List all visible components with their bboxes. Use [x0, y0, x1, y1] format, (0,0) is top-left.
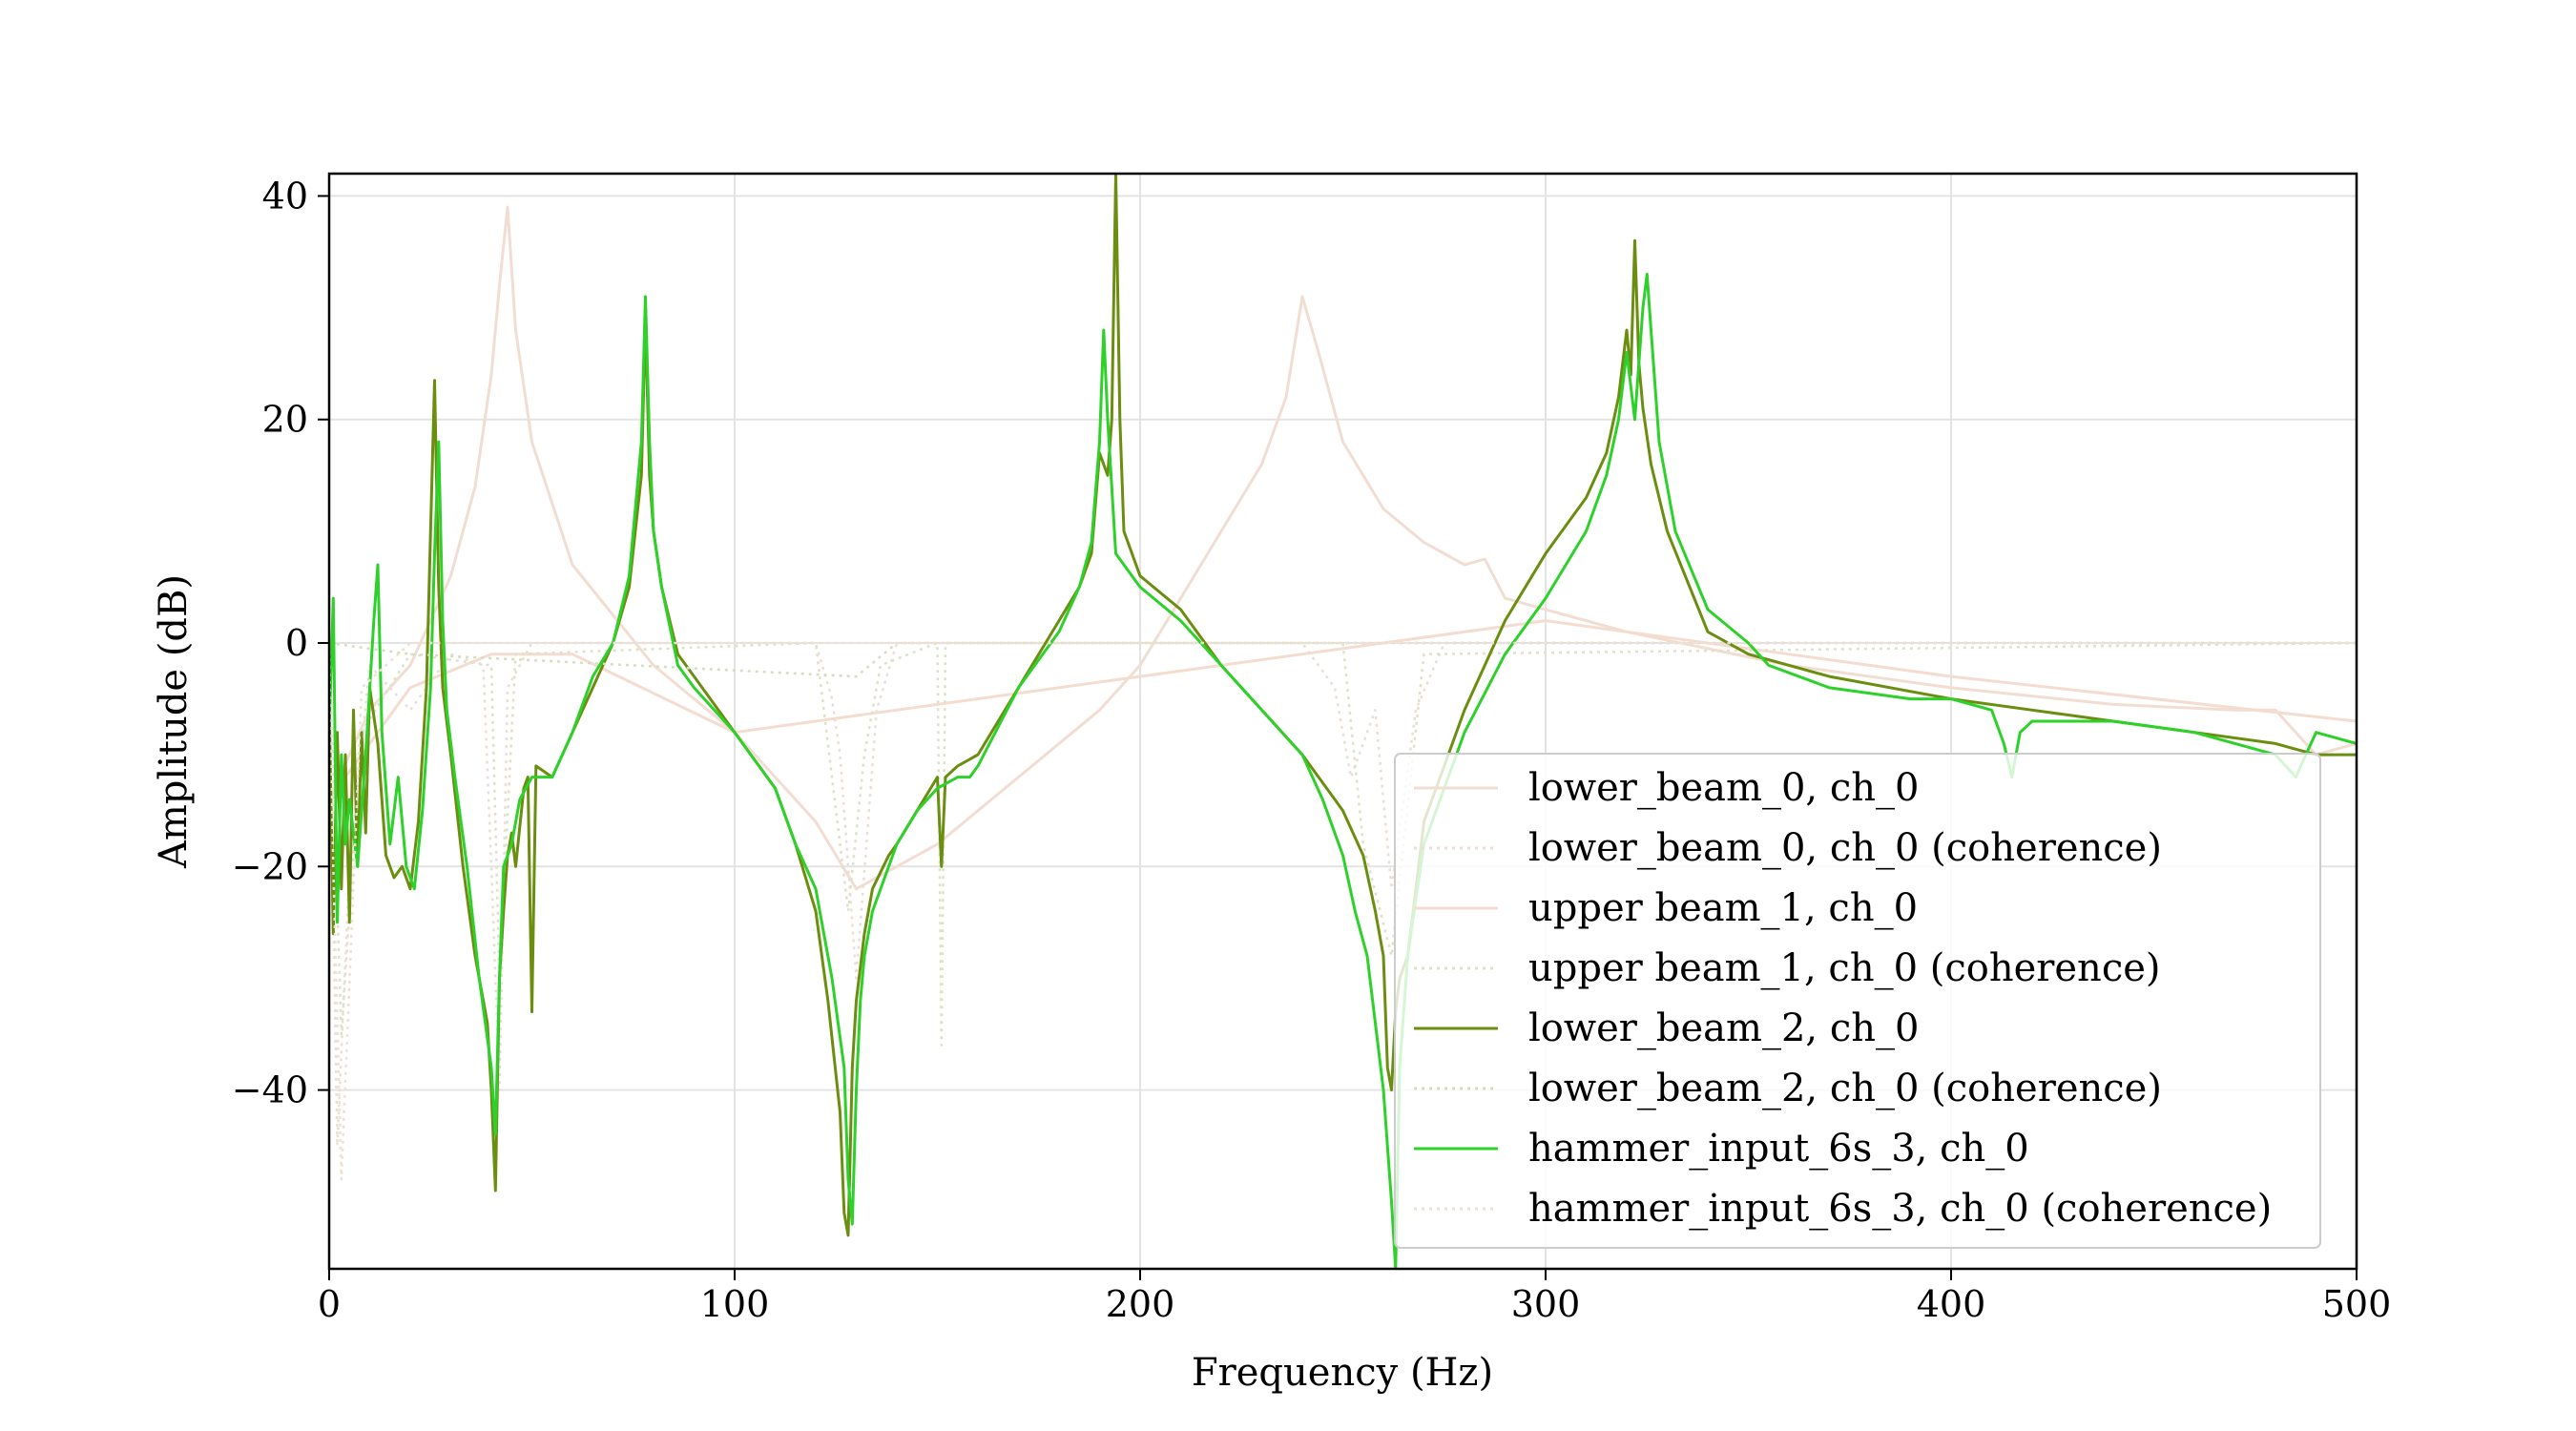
- series-layer: [329, 174, 2357, 1269]
- legend-label: upper beam_1, ch_0 (coherence): [1528, 946, 2161, 990]
- legend-label: upper beam_1, ch_0: [1528, 886, 1918, 930]
- legend-box: [1394, 753, 2321, 1249]
- x-tick-label: 500: [2322, 1283, 2392, 1325]
- y-tick-label: 20: [262, 399, 308, 441]
- y-tick-label: −20: [232, 845, 308, 887]
- legend-label: hammer_input_6s_3, ch_0: [1528, 1127, 2029, 1171]
- legend-label: lower_beam_2, ch_0 (coherence): [1528, 1067, 2162, 1110]
- x-tick-label: 0: [318, 1283, 341, 1325]
- series-line-6: [329, 272, 2357, 1269]
- legend-label: lower_beam_0, ch_0: [1528, 766, 1919, 810]
- legend-label: hammer_input_6s_3, ch_0 (coherence): [1528, 1187, 2272, 1231]
- x-axis: 0 100 200 300 400 500: [318, 1269, 2391, 1325]
- y-tick-label: −40: [232, 1069, 308, 1111]
- y-tick-label: 0: [285, 622, 308, 664]
- series-line-1: [329, 641, 2357, 1148]
- x-tick-label: 400: [1917, 1283, 1986, 1325]
- legend-label: lower_beam_2, ch_0: [1528, 1006, 1919, 1050]
- x-axis-label: Frequency (Hz): [1192, 1351, 1493, 1395]
- y-tick-label: 40: [262, 175, 308, 217]
- x-tick-label: 300: [1511, 1283, 1581, 1325]
- x-tick-label: 100: [700, 1283, 770, 1325]
- y-axis: −40 −20 0 20 40: [232, 175, 329, 1111]
- series-line-4: [329, 174, 2357, 1237]
- legend-label: lower_beam_0, ch_0 (coherence): [1528, 826, 2162, 870]
- plot-frame: [327, 172, 2358, 1271]
- legend: lower_beam_0, ch_0 lower_beam_0, ch_0 (co…: [1394, 753, 2321, 1249]
- x-tick-label: 200: [1106, 1283, 1175, 1325]
- y-axis-label: Amplitude (dB): [152, 574, 196, 869]
